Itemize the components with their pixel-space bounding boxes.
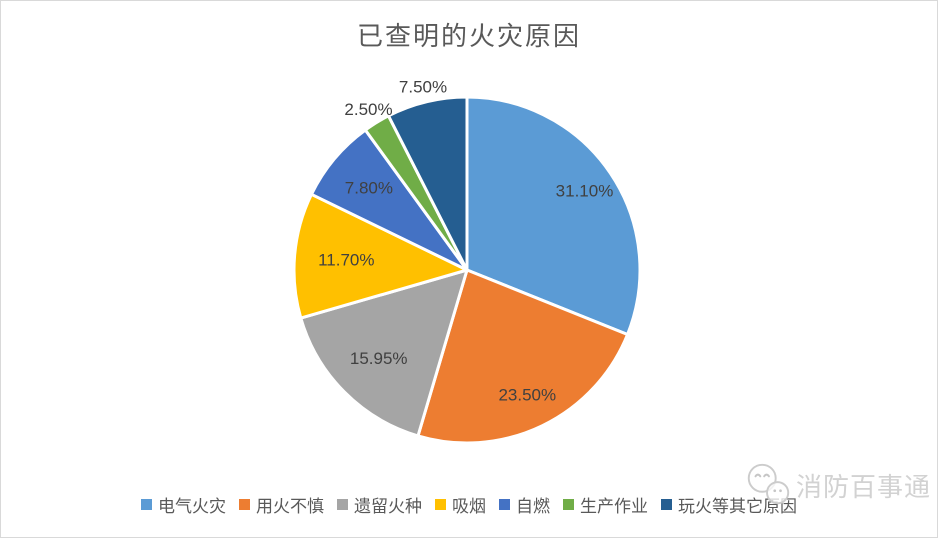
legend-label: 电气火灾 (158, 497, 226, 516)
legend-label: 遗留火种 (354, 497, 422, 516)
legend-item-3: 吸烟 (435, 492, 486, 517)
data-label-2: 15.95% (350, 349, 408, 368)
legend-label: 用火不慎 (256, 497, 324, 516)
data-label-5: 2.50% (344, 100, 392, 119)
data-label-0: 31.10% (556, 182, 614, 201)
legend-item-4: 自燃 (499, 492, 550, 517)
legend-label: 自燃 (516, 497, 550, 516)
legend-marker (239, 499, 250, 510)
legend-marker (435, 499, 446, 510)
data-label-1: 23.50% (498, 386, 556, 405)
legend-item-0: 电气火灾 (141, 492, 226, 517)
pie-slice-3 (292, 192, 469, 320)
legend-label: 吸烟 (452, 497, 486, 516)
legend-item-6: 玩火等其它原因 (661, 492, 797, 517)
legend-marker (337, 499, 348, 510)
legend-label: 生产作业 (580, 497, 648, 516)
legend-label: 玩火等其它原因 (678, 497, 797, 516)
legend-item-1: 用火不慎 (239, 492, 324, 517)
legend-marker (499, 499, 510, 510)
data-label-6: 7.50% (399, 78, 447, 97)
data-label-3: 11.70% (318, 251, 374, 270)
data-label-4: 7.80% (345, 179, 393, 198)
chart-title: 已查明的火灾原因 (356, 21, 581, 51)
legend: 电气火灾 用火不慎 遗留火种 吸烟 自燃 生产作业 玩火等其它原因 (1, 492, 937, 517)
pie-slice-6 (386, 95, 469, 272)
legend-marker (141, 499, 152, 510)
legend-marker (563, 499, 574, 510)
legend-item-2: 遗留火种 (337, 492, 422, 517)
pie-slice-2 (299, 268, 469, 438)
pie-slice-0 (465, 95, 642, 337)
legend-item-5: 生产作业 (563, 492, 648, 517)
pie-slice-1 (416, 268, 630, 445)
legend-marker (661, 499, 672, 510)
